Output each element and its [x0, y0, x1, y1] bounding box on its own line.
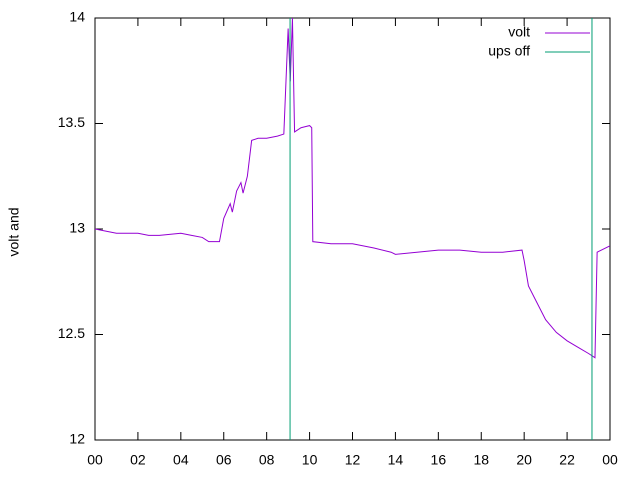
x-tick-label: 12 [345, 452, 361, 468]
x-tick-label: 08 [259, 452, 275, 468]
x-tick-label: 04 [173, 452, 189, 468]
x-tick-label: 16 [431, 452, 447, 468]
y-tick-label: 14 [69, 9, 85, 25]
x-tick-label: 06 [216, 452, 232, 468]
x-tick-label: 18 [473, 452, 489, 468]
y-tick-label: 13 [69, 220, 85, 236]
y-tick-label: 12.5 [58, 325, 85, 341]
volt-line [95, 18, 610, 359]
x-tick-label: 10 [302, 452, 318, 468]
legend-label: ups off [488, 43, 530, 59]
plot-area [95, 18, 610, 440]
x-tick-label: 14 [388, 452, 404, 468]
x-tick-label: 02 [130, 452, 146, 468]
x-tick-label: 00 [87, 452, 103, 468]
plot-frame [94, 17, 611, 441]
x-tick-label: 00 [602, 452, 618, 468]
y-tick-label: 13.5 [58, 114, 85, 130]
y-tick-label: 12 [69, 431, 85, 447]
legend-label: volt [508, 24, 530, 40]
y-axis-label: volt and [6, 207, 22, 256]
x-tick-label: 22 [559, 452, 575, 468]
x-tick-label: 20 [516, 452, 532, 468]
